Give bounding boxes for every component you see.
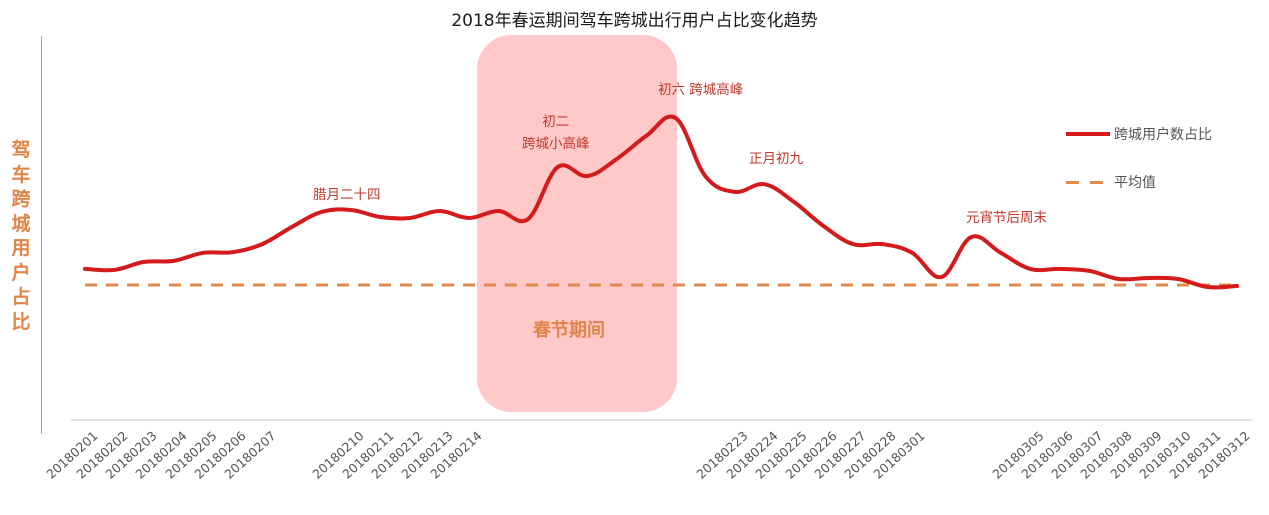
legend-item-ratio: 跨城用户数占比 — [1066, 122, 1212, 146]
legend-item-average: 平均值 — [1066, 170, 1212, 194]
spring-festival-band — [477, 35, 677, 412]
annotation-lantern-weekend: 元宵节后周末 — [966, 210, 1047, 226]
annotation-chuliu-peak: 初六 跨城高峰 — [658, 82, 744, 98]
legend-label-ratio: 跨城用户数占比 — [1114, 127, 1212, 143]
legend-label-average: 平均值 — [1114, 175, 1156, 191]
legend: 跨城用户数占比 平均值 — [1066, 122, 1212, 218]
y-axis-label: 驾车跨城用户占比 — [11, 139, 31, 333]
annotation-chuer-line1: 初二 — [542, 114, 570, 130]
cross-city-ratio-line — [83, 114, 1239, 290]
y-axis-line — [41, 36, 42, 434]
legend-solid-line-icon — [1066, 132, 1110, 136]
annotation-chuer-line2: 跨城小高峰 — [522, 136, 590, 152]
chart-title: 2018年春运期间驾车跨城出行用户占比变化趋势 — [451, 11, 818, 31]
annotation-lamyue-24: 腊月二十四 — [313, 187, 381, 203]
annotation-zhengyue-9: 正月初九 — [749, 151, 803, 167]
legend-dashed-line-icon — [1066, 180, 1110, 184]
annotation-chuer: 初二 跨城小高峰 — [522, 111, 590, 155]
spring-festival-label: 春节期间 — [533, 320, 605, 341]
